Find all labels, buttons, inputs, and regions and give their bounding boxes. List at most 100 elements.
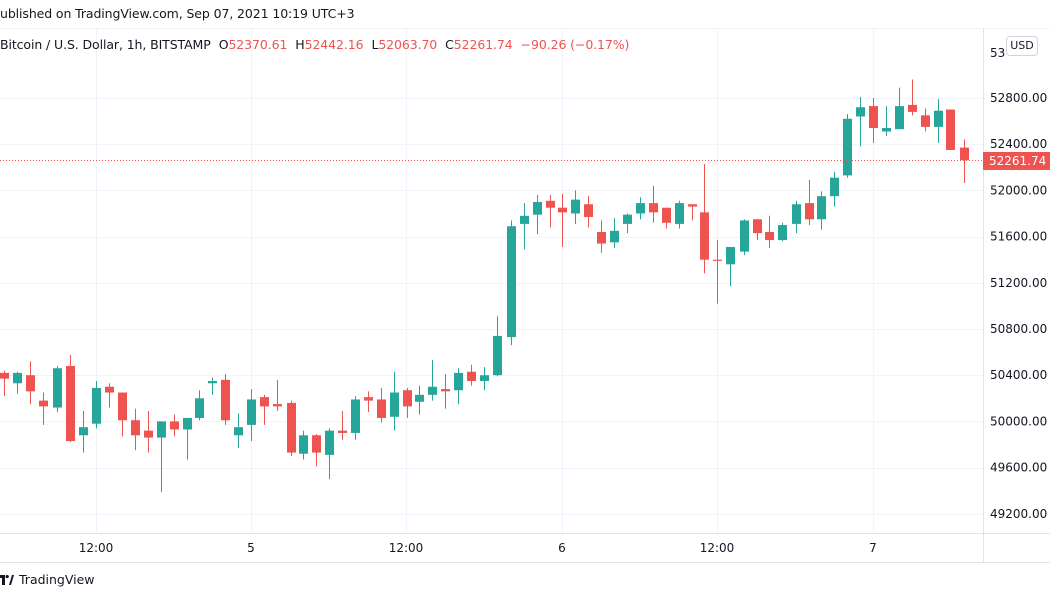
candle xyxy=(53,365,62,413)
candle xyxy=(895,87,904,130)
candle xyxy=(428,360,437,401)
candle-body xyxy=(623,214,632,224)
candle xyxy=(830,171,839,207)
candle-body xyxy=(195,398,204,418)
candle xyxy=(79,411,88,453)
time-tick-label: 12:00 xyxy=(700,541,735,555)
price-tick-label: 52400.00 xyxy=(990,137,1047,151)
candle xyxy=(584,196,593,228)
candle-body xyxy=(520,215,529,224)
candle xyxy=(882,106,891,137)
candle-body xyxy=(157,421,166,438)
candlestick-series xyxy=(0,79,969,492)
candle-body xyxy=(830,177,839,197)
candle-body xyxy=(675,203,684,224)
candle-body xyxy=(856,107,865,117)
candle xyxy=(247,389,256,442)
candle-body xyxy=(662,207,671,223)
candle xyxy=(597,220,606,253)
candle-body xyxy=(713,259,722,261)
candle-body xyxy=(144,430,153,438)
candle xyxy=(700,163,709,274)
time-tick-label: 12:00 xyxy=(389,541,424,555)
candle xyxy=(170,414,179,437)
candle xyxy=(221,374,230,425)
candle xyxy=(623,213,632,234)
candle-body xyxy=(273,404,282,407)
high-value: 52442.16 xyxy=(304,37,364,52)
candle-body xyxy=(869,106,878,129)
last-price-label: 52261.74 xyxy=(983,151,1050,170)
candle-body xyxy=(610,230,619,243)
candle-body xyxy=(131,420,140,436)
candle-body xyxy=(908,104,917,112)
candle-body xyxy=(53,368,62,408)
candle xyxy=(208,377,217,395)
candle xyxy=(195,390,204,421)
price-tick-label: 50800.00 xyxy=(990,322,1047,336)
candle-body xyxy=(247,399,256,425)
price-tick-label: 49200.00 xyxy=(990,507,1047,521)
candle-body xyxy=(26,375,35,392)
candle-body xyxy=(441,389,450,392)
candle-body xyxy=(415,394,424,402)
candle-body xyxy=(700,212,709,260)
candle xyxy=(778,222,787,242)
price-axis[interactable]: 52800.00 52400.00 52000.00 51600.00 51200.00… xyxy=(990,91,1047,521)
close-value: 52261.74 xyxy=(453,37,513,52)
candle xyxy=(0,370,9,396)
candle-body xyxy=(364,397,373,401)
price-axis-top-partial: 53 xyxy=(990,46,1005,60)
candle-body xyxy=(0,372,9,379)
candle xyxy=(26,361,35,405)
candle xyxy=(415,385,424,415)
candle xyxy=(441,374,450,409)
price-tick-label: 52800.00 xyxy=(990,91,1047,105)
candle-body xyxy=(571,199,580,214)
candle-body xyxy=(960,147,969,161)
candle xyxy=(843,114,852,178)
change-value: −90.26 (−0.17%) xyxy=(520,37,630,52)
candle xyxy=(325,428,334,480)
candle xyxy=(403,387,412,418)
candle-body xyxy=(584,204,593,217)
candle-body xyxy=(817,196,826,220)
candle xyxy=(869,98,878,144)
candle xyxy=(636,197,645,220)
candle-body xyxy=(13,372,22,384)
candle xyxy=(118,392,127,437)
candle-body xyxy=(403,390,412,407)
candle-body xyxy=(493,335,502,376)
candle xyxy=(558,193,567,247)
candle xyxy=(805,180,814,226)
symbol-legend: Bitcoin / U.S. Dollar, 1h, BITSTAMP O5237… xyxy=(0,37,629,52)
candle xyxy=(467,364,476,386)
candle xyxy=(234,413,243,448)
candle-body xyxy=(325,430,334,455)
time-axis[interactable]: 12:00 5 12:00 6 12:00 7 xyxy=(79,541,877,555)
candle-body xyxy=(183,417,192,430)
candle xyxy=(273,379,282,412)
candle xyxy=(390,371,399,431)
candle-body xyxy=(66,365,75,442)
header-divider xyxy=(0,28,1050,29)
candle xyxy=(520,203,529,250)
candle xyxy=(546,195,555,228)
currency-button[interactable]: USD xyxy=(1006,36,1038,56)
tradingview-branding[interactable]: TradingView xyxy=(0,572,95,587)
low-label: L xyxy=(371,37,379,52)
candle xyxy=(480,367,489,391)
candle xyxy=(726,246,735,287)
candle xyxy=(66,354,75,443)
high-label: H xyxy=(295,37,305,52)
candle-body xyxy=(805,203,814,220)
candle xyxy=(713,240,722,304)
candle-body xyxy=(546,200,555,208)
candle xyxy=(351,395,360,440)
candle xyxy=(533,195,542,235)
candle-body xyxy=(79,427,88,436)
time-tick-label: 12:00 xyxy=(79,541,114,555)
candle-body xyxy=(726,246,735,265)
candle-body xyxy=(454,372,463,391)
